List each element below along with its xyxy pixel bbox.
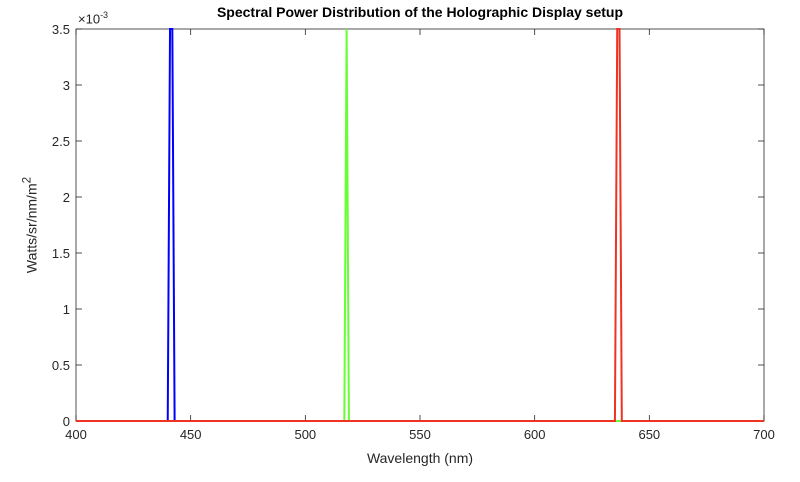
y-axis-label-sup: 2 <box>20 176 34 184</box>
y-exponent-base: ×10 <box>78 11 101 27</box>
y-tick-label: 0.5 <box>52 358 70 373</box>
axes-box <box>75 28 765 422</box>
y-tick-label: 1.5 <box>52 246 70 261</box>
x-axis-label: Wavelength (nm) <box>366 450 474 466</box>
y-tick-label: 2 <box>63 190 70 205</box>
y-axis-label-base: Watts/sr/nm/m <box>23 183 40 274</box>
series-line-red <box>76 28 764 422</box>
y-exponent-power: -3 <box>100 10 109 20</box>
x-tick-label: 500 <box>294 427 316 442</box>
y-tick-label: 1 <box>63 302 70 317</box>
y-axis-label: Watts/sr/nm/m2 <box>21 177 40 273</box>
x-tick-label: 650 <box>638 427 660 442</box>
y-exponent: ×10-3 <box>78 10 108 26</box>
x-tick-label: 550 <box>409 427 431 442</box>
x-tick-label: 400 <box>65 427 87 442</box>
chart-title: Spectral Power Distribution of the Holog… <box>216 4 624 20</box>
y-tick-label: 0 <box>63 414 70 429</box>
x-tick-label: 600 <box>524 427 546 442</box>
y-tick-label: 3 <box>63 78 70 93</box>
y-tick-label: 2.5 <box>52 134 70 149</box>
x-tick-label: 450 <box>180 427 202 442</box>
y-tick-label: 3.5 <box>52 22 70 37</box>
x-tick-label: 700 <box>753 427 775 442</box>
